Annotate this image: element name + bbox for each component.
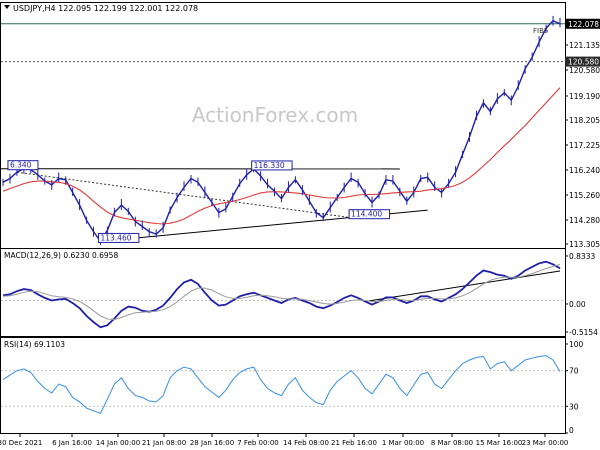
ma-line — [2, 87, 561, 225]
watermark: ActionForex.com — [192, 103, 358, 127]
macd-panel — [0, 248, 566, 337]
price-tick-label: 116.240 — [569, 166, 600, 175]
time-tick-label: 21 Jan 08:00 — [142, 439, 186, 447]
price-label-text: 116.330 — [254, 161, 285, 170]
macd-tick-label: 0.00 — [569, 300, 586, 309]
price-layer: 6.340 116.330 114.400 113.460 FIB5 — [0, 15, 565, 245]
time-tick-label: 28 Jan 16:00 — [190, 439, 234, 447]
price-tick-label: 113.305 — [569, 240, 600, 249]
price-tick-label: 115.260 — [569, 191, 600, 200]
time-tick-label: 30 Dec 2021 — [0, 439, 42, 447]
price-label-box: 116.330 — [251, 160, 293, 171]
time-tick-label: 6 Jan 16:00 — [52, 439, 92, 447]
chart-header: USDJPY,H4 122.095 122.199 122.001 122.07… — [13, 4, 198, 13]
time-tick-label: 14 Jan 00:00 — [96, 439, 140, 447]
macd-tick-label: 0.8333 — [569, 252, 595, 261]
time-tick-label: 8 Mar 08:00 — [431, 439, 473, 447]
price-tick-label: 118.205 — [569, 116, 600, 125]
macd-tick-label: -0.5154 — [569, 328, 598, 337]
time-tick-label: 14 Feb 08:00 — [283, 439, 329, 447]
macd-layer — [1, 260, 565, 329]
rsi-tick-label: 100 — [569, 340, 584, 349]
macd-trendline — [364, 270, 561, 302]
time-tick-label: 7 Feb 00:00 — [237, 439, 278, 447]
level-label: 120.580 — [568, 58, 599, 67]
fib-label: FIB5 — [533, 27, 548, 35]
price-tick-label: 119.190 — [569, 92, 600, 101]
level-box — [565, 56, 600, 67]
time-tick-label: 21 Feb 16:00 — [331, 439, 377, 447]
last-price-label: 122.078 — [568, 20, 599, 29]
price-tick-label: 114.280 — [569, 216, 600, 225]
price-label-frame — [348, 209, 391, 220]
price-label-frame — [7, 160, 39, 171]
time-tick-label: 23 Mar 00:00 — [522, 439, 569, 447]
signal-line — [2, 264, 561, 321]
price-panel — [0, 2, 566, 249]
price-label-box: 113.460 — [97, 232, 140, 243]
macd-line — [2, 260, 561, 329]
time-tick-label: 1 Mar 00:00 — [382, 439, 424, 447]
last-price-box — [565, 18, 600, 29]
rsi-tick-label: 70 — [569, 367, 579, 376]
dropdown-icon[interactable] — [4, 5, 10, 9]
rsi-line — [2, 355, 561, 415]
rsi-layer — [1, 355, 565, 415]
falling-trendline — [16, 171, 352, 219]
price-tick-label: 117.225 — [569, 141, 600, 150]
price-label-text: 114.400 — [351, 210, 382, 219]
macd-label: MACD(12,26,9) 0.6230 0.6958 — [4, 251, 118, 260]
price-tick-label: 121.135 — [569, 41, 600, 50]
price-label-frame — [251, 160, 293, 171]
rsi-tick-label: 0 — [569, 426, 574, 435]
time-tick-label: 15 Mar 16:00 — [476, 439, 523, 447]
rsi-tick-label: 30 — [569, 402, 579, 411]
rsi-label: RSI(14) 69.1103 — [4, 340, 65, 349]
price-label-text: 6.340 — [10, 161, 32, 170]
price-label-box: 6.340 — [7, 160, 39, 171]
axis-layer: 121.135 120.580 119.190 118.205 117.225 116.2… — [0, 18, 600, 447]
price-tick-label: 120.580 — [569, 66, 600, 75]
rsi-panel — [0, 337, 566, 434]
price-label-box: 114.400 — [348, 209, 391, 220]
price-label-frame — [97, 232, 140, 243]
price-label-text: 113.460 — [100, 233, 131, 242]
